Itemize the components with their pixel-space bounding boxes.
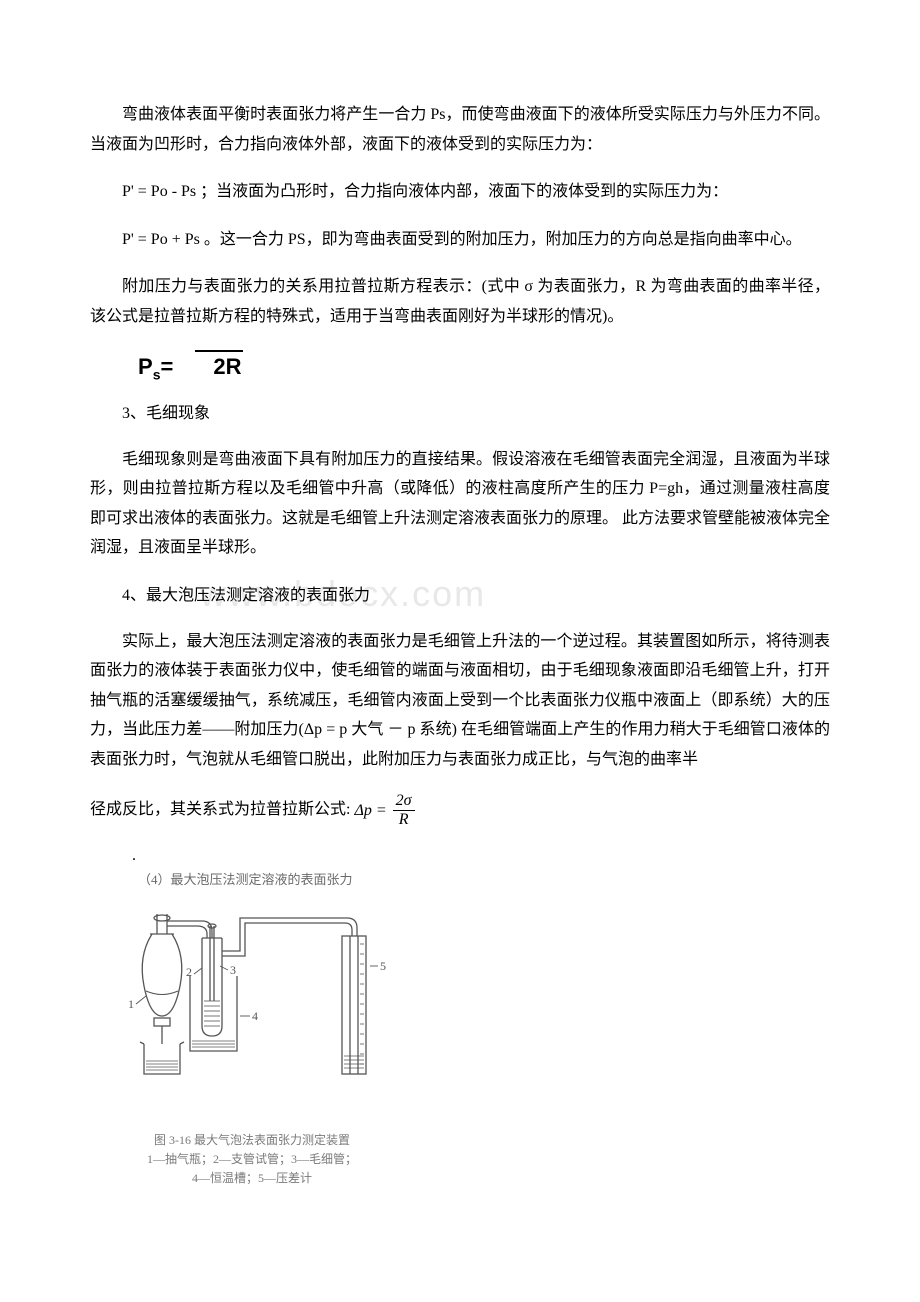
apparatus-diagram: 1 2 3 4 5 图 3-16 最大气泡法表面张力测定装置 1—抽气瓶；2—支… (102, 896, 830, 1189)
paragraph-6b-text: 径成反比，其关系式为拉普拉斯公式: (90, 801, 350, 818)
paragraph-5: 毛细现象则是弯曲液面下具有附加压力的直接结果。假设溶液在毛细管表面完全润湿，且液… (90, 445, 830, 563)
fig-label-4: 4 (252, 1009, 258, 1023)
figure-caption: 图 3-16 最大气泡法表面张力测定装置 1—抽气瓶；2—支管试管；3—毛细管；… (102, 1131, 402, 1189)
fig-label-2: 2 (186, 965, 192, 979)
formula-dp-num: 2σ (393, 792, 415, 811)
apparatus-svg: 1 2 3 4 5 (102, 896, 402, 1126)
formula-ps-eq: = (160, 354, 173, 379)
fig-label-3: 3 (230, 963, 236, 977)
formula-ps-lhs: Ps= (138, 350, 173, 381)
formula-ps-rhs: 2R (213, 350, 241, 378)
paragraph-4: 附加压力与表面张力的关系用拉普拉斯方程表示：(式中 σ 为表面张力，R 为弯曲表… (90, 272, 830, 331)
formula-dp: Δp = 2σ R (354, 792, 416, 828)
paragraph-3: P' = Po + Ps 。这一合力 PS，即为弯曲表面受到的附加压力，附加压力… (90, 225, 830, 255)
paragraph-1: 弯曲液体表面平衡时表面张力将产生一合力 Ps，而使弯曲液面下的液体所受实际压力与… (90, 100, 830, 159)
figure-subtitle: （4）最大泡压法测定溶液的表面张力 (138, 869, 830, 888)
figure-caption-line1: 图 3-16 最大气泡法表面张力测定装置 (102, 1131, 402, 1150)
page-content: 弯曲液体表面平衡时表面张力将产生一合力 Ps，而使弯曲液面下的液体所受实际压力与… (90, 100, 830, 1188)
section-3-heading: 3、毛细现象 (90, 399, 830, 429)
formula-ps-rhs-text: 2R (213, 354, 241, 379)
figure-dot: . (132, 847, 830, 865)
section-4-heading: 4、最大泡压法测定溶液的表面张力 (90, 581, 830, 611)
formula-ps-P: P (138, 354, 153, 379)
figure-block: . （4）最大泡压法测定溶液的表面张力 (90, 847, 830, 1189)
formula-laplace-ps: Ps= 2R (138, 350, 830, 381)
fig-label-1: 1 (128, 997, 134, 1011)
formula-dp-den: R (393, 811, 415, 829)
formula-ps-bar (195, 350, 243, 352)
paragraph-6a: 实际上，最大泡压法测定溶液的表面张力是毛细管上升法的一个逆过程。其装置图如所示，… (90, 627, 830, 775)
figure-caption-line3: 4—恒温槽；5—压差计 (102, 1169, 402, 1188)
figure-caption-line2: 1—抽气瓶；2—支管试管；3—毛细管； (102, 1150, 402, 1169)
paragraph-2: P' = Po - Ps ；当液面为凸形时，合力指向液体内部，液面下的液体受到的… (90, 177, 830, 207)
paragraph-6b: 径成反比，其关系式为拉普拉斯公式: Δp = 2σ R (90, 792, 830, 828)
formula-dp-lhs: Δp = (354, 796, 386, 826)
fig-label-5: 5 (380, 959, 386, 973)
